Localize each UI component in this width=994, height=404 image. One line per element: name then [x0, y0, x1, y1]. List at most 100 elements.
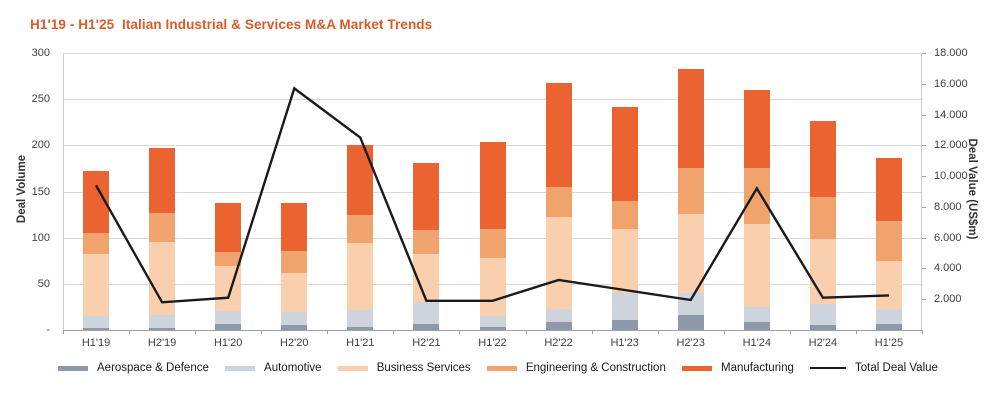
- bar-segment: [83, 328, 109, 330]
- x-axis-category-label: H1'22: [478, 337, 507, 349]
- right-axis-tick: [922, 83, 926, 85]
- right-axis-tick-label: 4.000: [934, 262, 962, 275]
- right-axis-tick: [922, 114, 926, 116]
- legend-label: Manufacturing: [721, 362, 794, 374]
- bar-segment: [810, 121, 836, 198]
- legend-label: Business Services: [376, 362, 471, 374]
- x-axis-tick: [856, 330, 857, 334]
- bar-segment: [480, 258, 506, 317]
- bar-segment: [744, 89, 770, 169]
- bar-segment: [215, 252, 241, 267]
- x-axis-category-label: H2'21: [412, 337, 441, 349]
- bar-segment: [876, 221, 902, 261]
- x-axis-tick: [459, 330, 460, 334]
- bar-segment: [744, 168, 770, 224]
- x-axis-tick: [724, 330, 725, 334]
- right-axis-tick: [922, 237, 926, 239]
- bar-segment: [678, 168, 704, 214]
- x-axis-tick: [261, 330, 262, 334]
- bar-segment: [149, 315, 175, 329]
- x-axis-category-label: H2'24: [808, 337, 838, 349]
- x-axis-tick: [129, 330, 130, 334]
- legend-swatch: [58, 365, 88, 371]
- left-axis-tick-label: 100: [31, 231, 50, 244]
- bar-segment: [347, 309, 373, 328]
- left-axis-tick-label: 300: [31, 47, 50, 59]
- bar-segment: [480, 141, 506, 230]
- bar-segment: [546, 217, 572, 309]
- total-deal-value-line: [94, 86, 890, 304]
- right-axis-tick: [922, 268, 926, 270]
- x-axis-tick: [922, 330, 923, 334]
- left-axis-tick-label: 200: [31, 139, 50, 152]
- right-axis-tick: [922, 145, 926, 147]
- bar-segment: [810, 304, 836, 326]
- bar-segment: [612, 293, 638, 320]
- bar-segment: [744, 321, 770, 330]
- gridline: [63, 99, 922, 101]
- bar-segment: [413, 323, 439, 330]
- bar-segment: [149, 328, 175, 330]
- bar-segment: [876, 158, 902, 222]
- bar-segment: [546, 321, 572, 330]
- right-axis-tick-label: 18.000: [934, 47, 968, 59]
- bar-segment: [413, 230, 439, 255]
- right-axis-tick: [922, 53, 926, 54]
- legend-swatch: [225, 365, 256, 371]
- bar-segment: [876, 324, 902, 330]
- bar-segment: [810, 197, 836, 239]
- bar-segment: [215, 324, 241, 330]
- legend-swatch: [337, 365, 368, 371]
- right-axis-tick-label: 6.000: [934, 231, 962, 244]
- bar-segment: [281, 311, 307, 326]
- legend-item: Engineering & Construction: [486, 362, 666, 374]
- x-axis-category-label: H1'25: [874, 337, 904, 349]
- right-axis-tick-label: 14.000: [934, 108, 968, 121]
- legend-item: Automotive: [225, 362, 322, 374]
- bar-segment: [347, 214, 373, 244]
- x-axis-tick: [790, 330, 791, 334]
- left-axis-tick-label: 250: [31, 93, 50, 106]
- right-axis-tick-label: 2.000: [934, 293, 962, 306]
- bar-segment: [83, 254, 109, 317]
- right-axis-tick-label: 10.000: [934, 170, 968, 183]
- x-axis-category-label: H2'22: [544, 337, 573, 349]
- x-axis-category-label: H2'20: [280, 337, 309, 349]
- bar-segment: [149, 148, 175, 213]
- bar-segment: [215, 202, 241, 253]
- bar-segment: [281, 250, 307, 273]
- bar-segment: [744, 306, 770, 322]
- legend-label: Automotive: [264, 362, 322, 374]
- bar-segment: [612, 200, 638, 230]
- x-axis-tick: [327, 330, 328, 334]
- bar-segment: [546, 186, 572, 218]
- x-axis-tick: [658, 330, 659, 334]
- x-axis-category-label: H1'24: [742, 337, 771, 349]
- bar-segment: [678, 213, 704, 294]
- bar-segment: [480, 229, 506, 258]
- x-axis-category-label: H2'19: [147, 337, 177, 349]
- left-axis-tick-label: 50: [37, 277, 50, 290]
- x-axis-category-label: H1'19: [81, 337, 111, 349]
- bar-segment: [546, 82, 572, 187]
- bar-segment: [83, 233, 109, 255]
- legend-item: Aerospace & Defence: [58, 362, 209, 374]
- right-axis-tick: [922, 299, 926, 301]
- bar-segment: [678, 68, 704, 169]
- x-axis-category-label: H1'21: [346, 337, 375, 349]
- legend-swatch: [486, 365, 517, 371]
- x-axis-tick: [526, 330, 527, 334]
- legend-label: Total Deal Value: [855, 362, 938, 374]
- x-axis-line: [63, 330, 922, 331]
- left-axis-tick-label: 150: [31, 185, 50, 198]
- bar-segment: [744, 223, 770, 307]
- bar-segment: [810, 238, 836, 305]
- bar-segment: [612, 319, 638, 330]
- legend-item: Total Deal Value: [810, 362, 938, 374]
- legend-label: Engineering & Construction: [525, 362, 666, 374]
- x-axis-tick: [592, 330, 593, 334]
- bar-segment: [876, 308, 902, 325]
- bar-segment: [149, 212, 175, 243]
- bar-segment: [810, 325, 836, 330]
